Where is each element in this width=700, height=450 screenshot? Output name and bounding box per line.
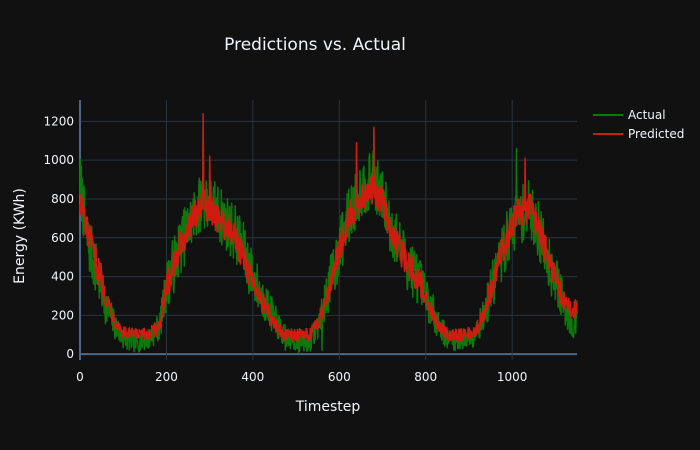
y-tick-label: 600 <box>51 231 74 245</box>
y-tick-label: 200 <box>51 308 74 322</box>
x-tick-label: 600 <box>328 370 351 384</box>
chart-title: Predictions vs. Actual <box>224 35 406 55</box>
x-tick-label: 1000 <box>497 370 528 384</box>
series-layer <box>79 112 578 354</box>
legend-item-actual[interactable]: Actual <box>593 108 666 122</box>
y-tick-label: 400 <box>51 270 74 284</box>
y-axis-title: Energy (KWh) <box>12 188 28 284</box>
y-tick-label: 800 <box>51 192 74 206</box>
x-tick-label: 0 <box>76 370 84 384</box>
y-tick-label: 1000 <box>43 153 74 167</box>
x-tick-label: 200 <box>155 370 178 384</box>
series-line-actual <box>79 124 578 354</box>
x-tick-label: 400 <box>241 370 264 384</box>
legend-item-predicted[interactable]: Predicted <box>593 127 684 141</box>
legend[interactable]: Actual Predicted <box>593 108 684 141</box>
series-line-predicted <box>79 112 578 342</box>
legend-label: Predicted <box>628 127 684 141</box>
x-tick-label: 800 <box>414 370 437 384</box>
axis-layer: 0 200 400 600 800 1000 1200 0 200 400 600 800 1000 <box>43 114 527 384</box>
legend-label: Actual <box>628 108 666 122</box>
y-tick-label: 1200 <box>43 114 74 128</box>
y-tick-label: 0 <box>66 347 74 361</box>
x-axis-title: Timestep <box>295 399 361 415</box>
